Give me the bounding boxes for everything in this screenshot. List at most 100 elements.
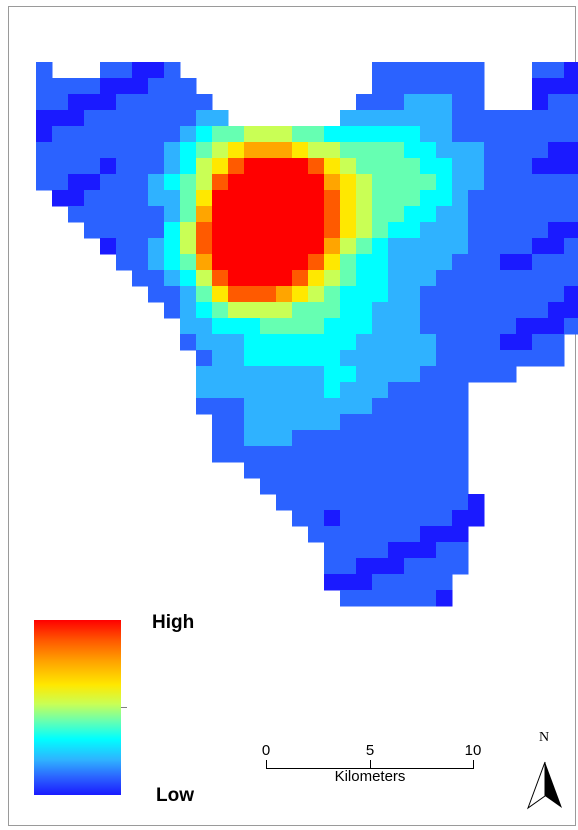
density-cell (484, 158, 501, 175)
density-cell (324, 158, 341, 175)
density-cell (308, 494, 325, 511)
density-cell (228, 318, 245, 335)
density-cell (372, 558, 389, 575)
density-cell (372, 110, 389, 127)
density-cell (564, 174, 578, 191)
density-cell (308, 206, 325, 223)
density-cell (388, 126, 405, 143)
density-cell (324, 222, 341, 239)
density-cell (324, 558, 341, 575)
density-cell (484, 206, 501, 223)
density-cell (52, 78, 69, 95)
density-cell (324, 382, 341, 399)
density-cell (132, 254, 149, 271)
density-cell (100, 142, 117, 159)
density-cell (468, 494, 485, 511)
density-cell (372, 94, 389, 111)
density-cell (356, 270, 373, 287)
density-cell (292, 318, 309, 335)
density-cell (388, 510, 405, 527)
density-cell (260, 302, 277, 319)
density-cell (468, 110, 485, 127)
density-cell (276, 254, 293, 271)
density-cell (516, 190, 533, 207)
density-cell (100, 222, 117, 239)
density-cell (436, 142, 453, 159)
density-cell (116, 190, 133, 207)
density-cell (436, 558, 453, 575)
density-cell (452, 526, 469, 543)
density-cell (308, 414, 325, 431)
density-cell (404, 190, 421, 207)
density-cell (196, 238, 213, 255)
density-cell (436, 222, 453, 239)
density-cell (484, 222, 501, 239)
density-cell (404, 526, 421, 543)
density-cell (468, 510, 485, 527)
density-cell (436, 478, 453, 495)
density-cell (276, 430, 293, 447)
density-cell (452, 254, 469, 271)
density-cell (180, 110, 197, 127)
density-cell (356, 206, 373, 223)
density-cell (420, 462, 437, 479)
density-cell (244, 334, 261, 351)
density-cell (180, 142, 197, 159)
density-cell (212, 270, 229, 287)
density-cell (292, 510, 309, 527)
density-cell (404, 62, 421, 79)
density-cell (324, 206, 341, 223)
density-cell (356, 526, 373, 543)
density-cell (388, 446, 405, 463)
density-cell (164, 174, 181, 191)
density-cell (548, 110, 565, 127)
density-cell (404, 286, 421, 303)
density-cell (340, 542, 357, 559)
density-cell (340, 558, 357, 575)
density-cell (180, 334, 197, 351)
density-cell (404, 590, 421, 607)
density-cell (148, 222, 165, 239)
density-cell (532, 254, 549, 271)
density-cell (468, 302, 485, 319)
density-cell (500, 254, 517, 271)
legend-midpoint-tick (121, 707, 127, 708)
density-cell (452, 62, 469, 79)
density-cell (308, 350, 325, 367)
density-cell (436, 526, 453, 543)
density-cell (196, 158, 213, 175)
density-cell (388, 174, 405, 191)
density-cell (212, 158, 229, 175)
density-cell (372, 590, 389, 607)
density-cell (52, 158, 69, 175)
density-cell (516, 302, 533, 319)
density-cell (292, 398, 309, 415)
density-cell (292, 238, 309, 255)
density-cell (180, 126, 197, 143)
density-cell (340, 382, 357, 399)
density-cell (372, 494, 389, 511)
density-cell (500, 318, 517, 335)
scale-tick-0 (266, 760, 267, 769)
density-cell (420, 350, 437, 367)
density-cell (548, 78, 565, 95)
density-cell (340, 142, 357, 159)
density-cell (116, 254, 133, 271)
density-cell (196, 222, 213, 239)
density-cell (132, 78, 149, 95)
density-cell (52, 126, 69, 143)
density-cell (324, 174, 341, 191)
density-cell (532, 174, 549, 191)
density-cell (388, 270, 405, 287)
density-cell (68, 206, 85, 223)
density-cell (356, 382, 373, 399)
density-cell (372, 302, 389, 319)
density-cell (340, 494, 357, 511)
density-cell (84, 126, 101, 143)
density-cell (276, 398, 293, 415)
density-cell (404, 222, 421, 239)
density-cell (404, 94, 421, 111)
density-cell (548, 254, 565, 271)
density-cell (372, 446, 389, 463)
density-cell (452, 126, 469, 143)
